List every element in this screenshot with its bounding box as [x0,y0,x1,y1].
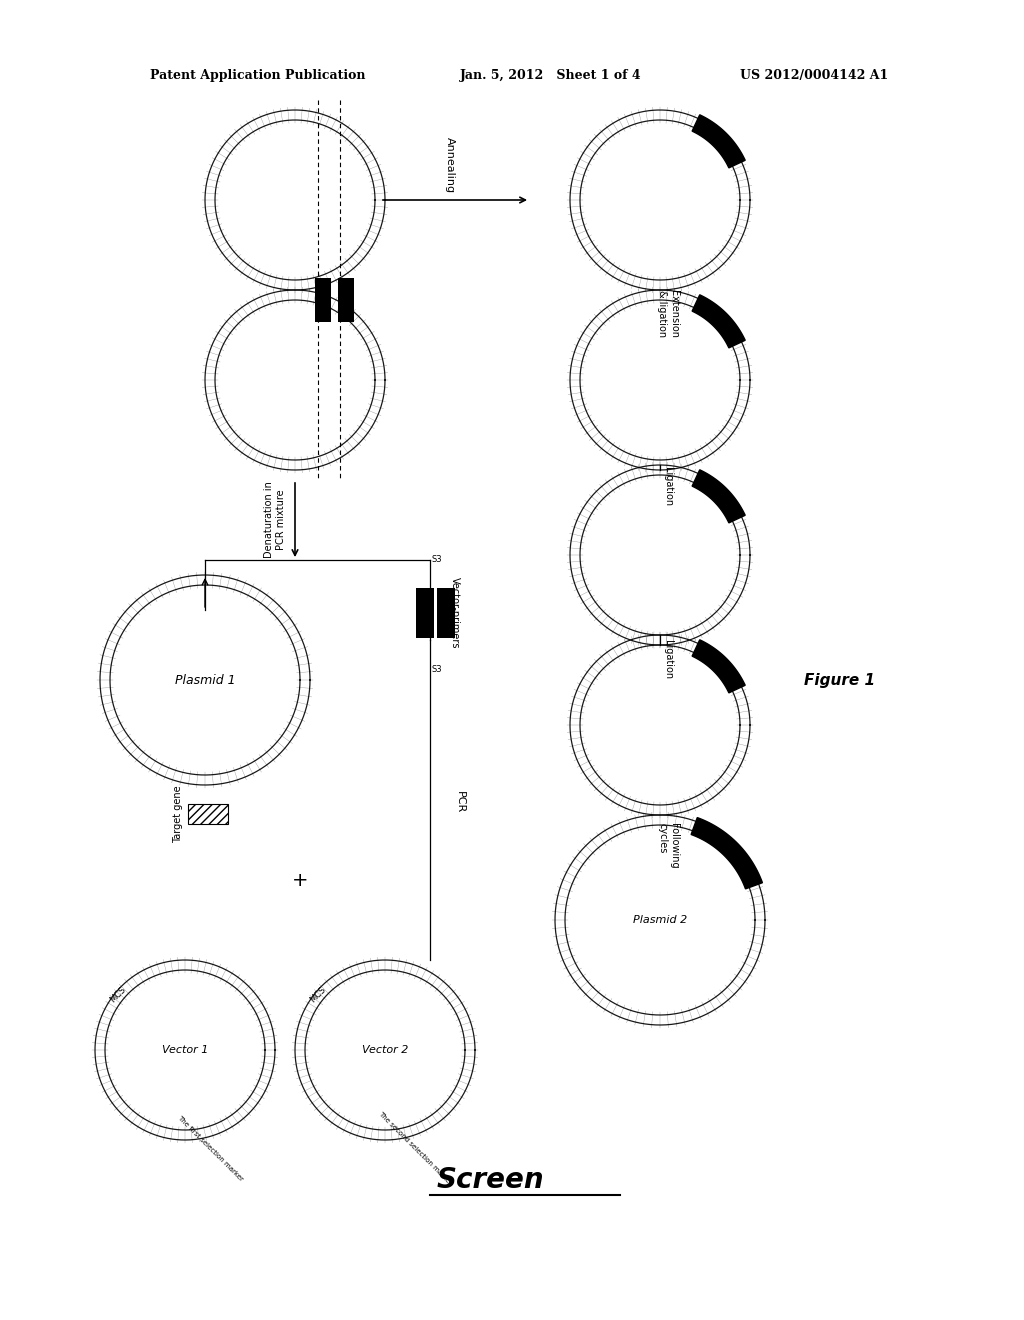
Text: Jan. 5, 2012   Sheet 1 of 4: Jan. 5, 2012 Sheet 1 of 4 [460,69,642,82]
Text: S3: S3 [432,556,442,565]
Text: Following
cycles: Following cycles [657,822,679,869]
Text: Ligation: Ligation [663,467,673,506]
Polygon shape [691,817,763,888]
Bar [338,279,354,322]
Bar [315,279,331,322]
Text: The first selection marker: The first selection marker [176,1114,244,1181]
Text: Plasmid 1: Plasmid 1 [175,673,236,686]
Text: PCR: PCR [455,792,465,813]
Text: MCS: MCS [308,985,328,1005]
Polygon shape [692,470,745,523]
Polygon shape [692,115,745,168]
Text: Plasmid 2: Plasmid 2 [633,915,687,925]
Text: Screen: Screen [436,1166,544,1195]
Text: Vector 1: Vector 1 [162,1045,208,1055]
Bar [188,804,228,824]
Text: Annealing: Annealing [445,137,455,193]
Text: S3: S3 [432,665,442,675]
Text: The second selection marker: The second selection marker [377,1110,453,1185]
Text: Denaturation in
PCR mixture: Denaturation in PCR mixture [264,482,286,558]
Bar [437,587,455,638]
Text: Target gene: Target gene [173,785,183,842]
Text: Vector-primers: Vector-primers [450,577,460,648]
Text: MCS: MCS [109,985,128,1005]
Text: Patent Application Publication: Patent Application Publication [150,69,366,82]
Polygon shape [692,640,745,693]
Bar [416,587,434,638]
Polygon shape [692,294,745,348]
Text: Extension
& ligation: Extension & ligation [657,290,679,338]
Text: Figure 1: Figure 1 [805,672,876,688]
Text: Ligation: Ligation [663,640,673,678]
Text: Vector 2: Vector 2 [361,1045,409,1055]
Text: +: + [292,870,308,890]
Text: US 2012/0004142 A1: US 2012/0004142 A1 [740,69,888,82]
